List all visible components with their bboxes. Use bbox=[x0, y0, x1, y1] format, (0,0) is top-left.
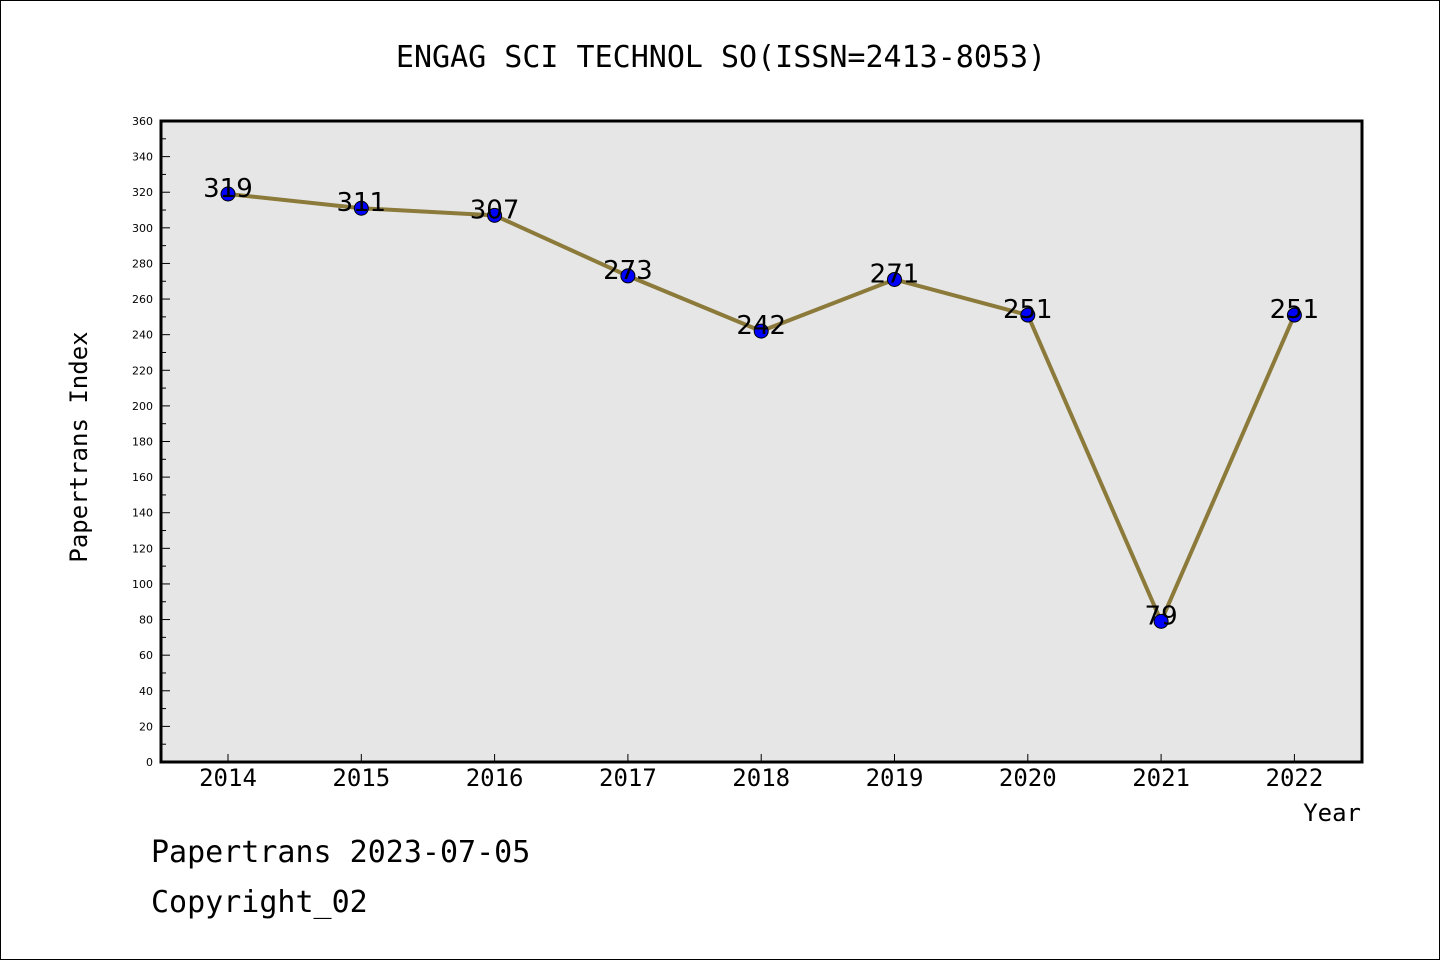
x-axis-label: Year bbox=[1303, 799, 1361, 827]
y-tick-label: 40 bbox=[139, 685, 153, 698]
x-tick-label: 2017 bbox=[599, 764, 657, 792]
y-tick-label: 60 bbox=[139, 649, 153, 662]
data-point bbox=[1020, 307, 1036, 323]
x-tick-label: 2016 bbox=[466, 764, 524, 792]
data-point bbox=[353, 200, 369, 216]
y-tick-label: 300 bbox=[132, 222, 153, 235]
plot-area bbox=[159, 119, 1364, 764]
data-point bbox=[1153, 613, 1169, 629]
y-tick-label: 20 bbox=[139, 720, 153, 733]
x-tick-label: 2021 bbox=[1132, 764, 1190, 792]
y-tick-label: 360 bbox=[132, 115, 153, 128]
data-point bbox=[220, 186, 236, 202]
data-point bbox=[753, 323, 769, 339]
footer-date: Papertrans 2023-07-05 bbox=[151, 835, 531, 870]
x-axis: 2014 2015 2016 2017 2018 2019 2020 2021 2022 bbox=[199, 754, 1323, 792]
data-point bbox=[887, 271, 902, 287]
data-label: 251 bbox=[1003, 295, 1053, 325]
data-point bbox=[1286, 307, 1302, 323]
y-tick-label: 200 bbox=[132, 400, 153, 413]
y-tick-label: 140 bbox=[132, 507, 153, 520]
y-tick-label: 160 bbox=[132, 471, 153, 484]
y-tick-label: 320 bbox=[132, 186, 153, 199]
y-tick-label: 240 bbox=[132, 329, 153, 342]
data-label: 307 bbox=[470, 195, 520, 225]
data-label: 311 bbox=[336, 188, 386, 218]
data-label: 79 bbox=[1145, 601, 1178, 631]
data-label: 319 bbox=[203, 174, 253, 204]
y-axis: 0 20 40 60 80 100 120 140 160 180 200 220 240 260 280 3… bbox=[132, 115, 170, 769]
y-tick-label: 100 bbox=[132, 578, 153, 591]
data-point bbox=[620, 268, 636, 284]
y-tick-label: 280 bbox=[132, 257, 153, 270]
data-label: 242 bbox=[736, 311, 786, 341]
y-tick-label: 180 bbox=[132, 436, 153, 449]
y-tick-label: 80 bbox=[139, 614, 153, 627]
x-tick-label: 2014 bbox=[199, 764, 257, 792]
x-tick-label: 2022 bbox=[1266, 764, 1324, 792]
x-tick-label: 2018 bbox=[732, 764, 790, 792]
x-tick-label: 2020 bbox=[999, 764, 1057, 792]
data-label: 251 bbox=[1270, 295, 1320, 325]
y-tick-label: 120 bbox=[132, 542, 153, 555]
y-tick-label: 220 bbox=[132, 364, 153, 377]
y-axis-label: Papertrans Index bbox=[65, 331, 93, 562]
series-group: 319 311 307 273 242 271 251 79 251 bbox=[203, 174, 1319, 631]
y-tick-label: 340 bbox=[132, 151, 153, 164]
data-label: 271 bbox=[870, 259, 920, 289]
footer-copyright: Copyright_02 bbox=[151, 885, 368, 920]
x-tick-label: 2015 bbox=[332, 764, 390, 792]
y-tick-label: 260 bbox=[132, 293, 153, 306]
data-label: 273 bbox=[603, 256, 653, 286]
x-tick-label: 2019 bbox=[866, 764, 924, 792]
chart-title: ENGAG SCI TECHNOL SO(ISSN=2413-8053) bbox=[396, 40, 1046, 75]
data-point bbox=[487, 207, 503, 223]
y-tick-label: 0 bbox=[146, 756, 153, 769]
